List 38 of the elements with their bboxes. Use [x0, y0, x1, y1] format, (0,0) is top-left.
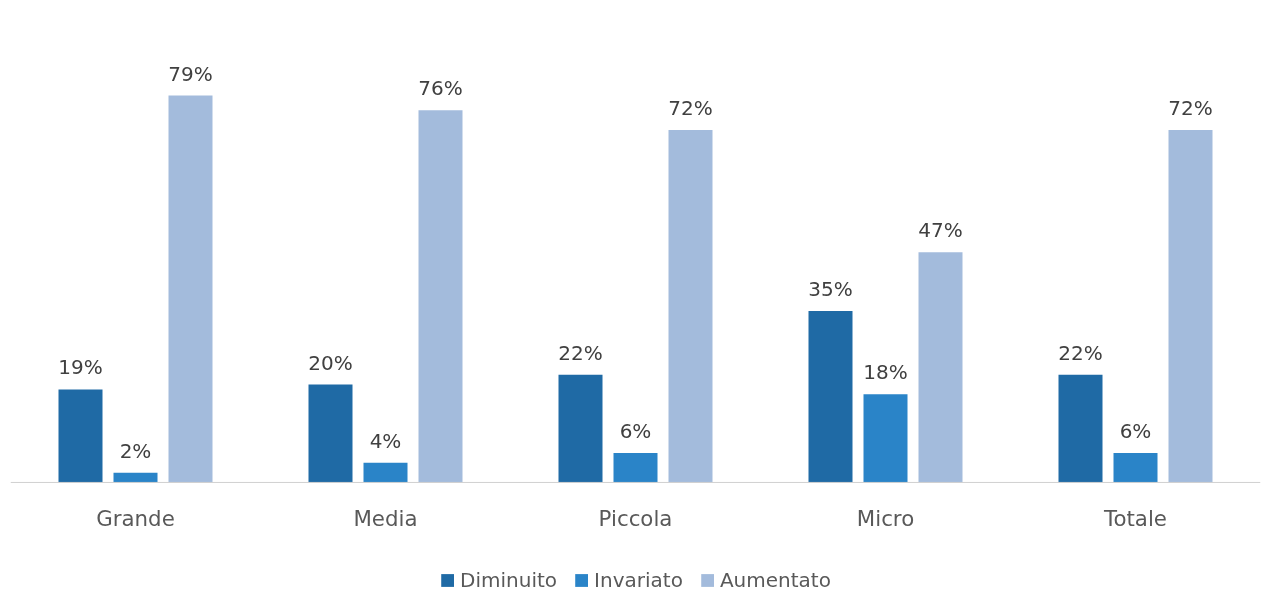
data-label: 72% [1168, 95, 1213, 120]
x-tick-label: Media [353, 506, 418, 532]
bar [668, 129, 713, 483]
bar [58, 389, 103, 483]
data-label: 6% [1119, 419, 1152, 444]
bar [363, 462, 408, 483]
data-label: 20% [308, 350, 353, 375]
x-tick-label: Totale [1103, 506, 1167, 532]
bar [418, 110, 463, 483]
legend-label: Invariato [594, 568, 683, 592]
data-label: 6% [619, 419, 652, 444]
bar [808, 311, 853, 483]
data-label: 2% [119, 438, 152, 463]
bar [1168, 129, 1213, 483]
x-tick-label: Micro [856, 506, 915, 532]
data-label: 76% [418, 76, 463, 101]
bar [918, 252, 963, 483]
bar [308, 384, 353, 483]
data-label: 4% [369, 428, 402, 453]
data-label: 22% [1058, 340, 1103, 365]
x-tick-label: Piccola [598, 506, 673, 532]
data-label: 19% [58, 355, 103, 380]
data-label: 35% [808, 277, 853, 302]
data-label: 79% [168, 61, 213, 86]
data-label: 18% [863, 360, 908, 385]
data-label: 72% [668, 95, 713, 120]
bar [1058, 374, 1103, 483]
bar [613, 453, 658, 483]
bar [1113, 453, 1158, 483]
data-label: 22% [558, 340, 603, 365]
bar [168, 95, 213, 483]
legend-label: Aumentato [719, 568, 831, 592]
bar [558, 374, 603, 483]
bar [113, 472, 158, 483]
legend-label: Diminuito [460, 568, 558, 592]
x-tick-label: Grande [96, 506, 175, 532]
data-label: 47% [918, 218, 963, 243]
bar [863, 394, 908, 483]
